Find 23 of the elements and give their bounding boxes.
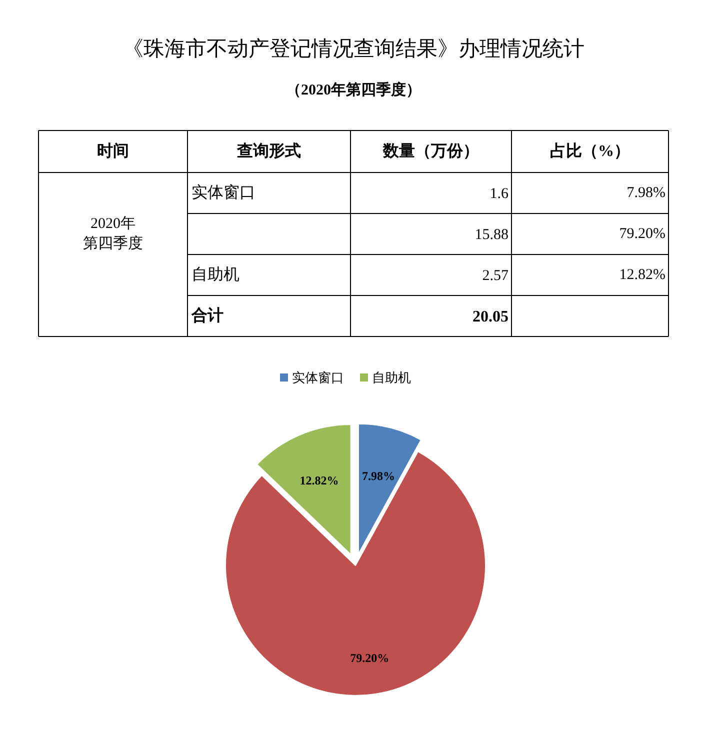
category-label: 自助机 xyxy=(192,266,240,284)
category-label: 实体窗口 xyxy=(192,184,256,202)
legend-label: 实体窗口 xyxy=(292,370,344,385)
chart-subtitle: （2020年第四季度） xyxy=(286,80,421,98)
text: 7.98% xyxy=(626,185,666,201)
text: 20.05 xyxy=(472,308,508,326)
text: 占比（%） xyxy=(550,142,630,160)
text: 2.57 xyxy=(482,268,509,284)
text: 时间 xyxy=(97,142,129,160)
chart-title: 《珠海市不动产登记情况查询结果》办理情况统计 xyxy=(122,36,584,60)
text: 数量（万份） xyxy=(382,142,479,160)
text: 第四季度 xyxy=(83,235,143,252)
data-label: 12.82% xyxy=(300,473,339,488)
text: 查询形式 xyxy=(236,142,301,160)
data-label: 79.20% xyxy=(350,651,390,666)
text: 2020年 xyxy=(90,215,136,232)
data-label: 7.98% xyxy=(362,468,395,483)
text: 合计 xyxy=(190,306,224,324)
text: 15.88 xyxy=(474,227,508,243)
text: 79.20% xyxy=(619,226,666,242)
text: 12.82% xyxy=(619,267,666,283)
text: 1.6 xyxy=(490,186,509,202)
legend-label: 自助机 xyxy=(372,370,411,385)
